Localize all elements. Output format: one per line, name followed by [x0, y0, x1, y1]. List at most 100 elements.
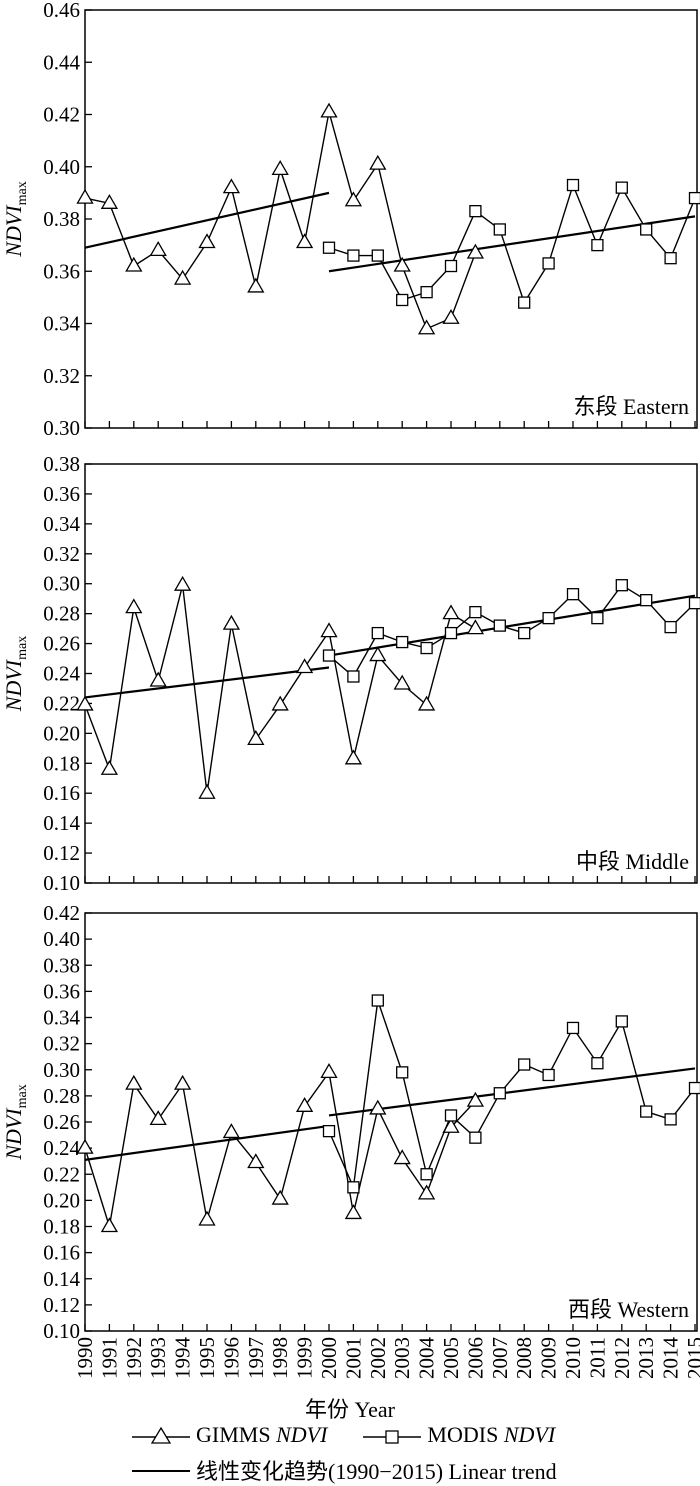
gimms-point: [297, 660, 312, 673]
modis-point: [519, 628, 530, 639]
gimms-point: [444, 310, 459, 323]
y-tick-label: 0.12: [43, 841, 80, 865]
y-tick-label: 0.32: [43, 542, 80, 566]
y-tick-label: 0.30: [43, 416, 80, 440]
modis-point: [690, 193, 700, 204]
gimms-point: [175, 577, 190, 590]
legend-trend-symbol: [132, 1459, 190, 1481]
modis-point: [324, 650, 335, 661]
gimms-point: [224, 1124, 239, 1137]
gimms-point: [322, 624, 337, 637]
legend-modis-label: MODIS NDVI: [427, 1422, 555, 1448]
y-axis-title: NDVImax: [1, 181, 30, 257]
x-tick-label: 2004: [415, 1337, 439, 1380]
y-tick-label: 0.20: [43, 721, 80, 745]
modis-point: [543, 258, 554, 269]
x-tick-label: 2005: [439, 1337, 463, 1379]
legend-row-1: GIMMS NDVI MODIS NDVI: [132, 1422, 555, 1448]
legend-gimms-label: GIMMS NDVI: [196, 1422, 327, 1448]
gimms-point: [273, 1191, 288, 1204]
y-tick-label: 0.36: [43, 259, 80, 283]
chart-panel-0: 0.300.320.340.360.380.400.420.440.46NDVI…: [1, 0, 700, 440]
gimms-point: [78, 190, 93, 203]
legend-row-2: 线性变化趋势(1990−2015) Linear trend: [132, 1454, 557, 1486]
modis-point: [446, 1110, 457, 1121]
modis-point: [641, 1106, 652, 1117]
gimms-point: [322, 1064, 337, 1077]
y-tick-label: 0.28: [43, 1084, 80, 1108]
x-tick-label: 1992: [122, 1337, 146, 1379]
y-tick-label: 0.10: [43, 871, 80, 895]
gimms-point: [419, 1186, 434, 1199]
gimms-point: [126, 1076, 141, 1089]
panel-label: 中段 Middle: [576, 849, 689, 874]
series-line-modis: [329, 1001, 695, 1188]
modis-point: [592, 1058, 603, 1069]
y-tick-label: 0.42: [43, 901, 80, 925]
y-tick-label: 0.34: [43, 1006, 80, 1030]
x-tick-label: 1991: [97, 1337, 121, 1379]
gimms-point: [444, 606, 459, 619]
modis-point: [421, 287, 432, 298]
modis-point: [397, 637, 408, 648]
y-tick-label: 0.14: [43, 1267, 80, 1291]
y-tick-label: 0.46: [43, 0, 80, 22]
modis-point: [348, 1182, 359, 1193]
modis-point: [372, 628, 383, 639]
x-tick-label: 2014: [659, 1337, 683, 1380]
gimms-point: [297, 235, 312, 248]
x-tick-label: 2007: [488, 1337, 512, 1379]
y-tick-label: 0.20: [43, 1188, 80, 1212]
modis-point: [665, 1114, 676, 1125]
legend-trend-label: 线性变化趋势(1990−2015) Linear trend: [196, 1454, 557, 1486]
gimms-point: [126, 600, 141, 613]
x-tick-label: 2013: [634, 1337, 658, 1379]
modis-point: [324, 242, 335, 253]
modis-point: [348, 671, 359, 682]
modis-point: [446, 261, 457, 272]
modis-point: [494, 1088, 505, 1099]
legend-modis-symbol: [363, 1424, 421, 1446]
y-tick-label: 0.36: [43, 482, 80, 506]
y-tick-label: 0.30: [43, 572, 80, 596]
series-line-gimms: [85, 112, 475, 329]
gimms-point: [346, 751, 361, 764]
x-tick-label: 1999: [293, 1337, 317, 1379]
modis-point: [568, 1022, 579, 1033]
gimms-point: [273, 161, 288, 174]
y-tick-label: 0.16: [43, 781, 80, 805]
y-tick-label: 0.34: [43, 312, 80, 336]
modis-point: [421, 643, 432, 654]
modis-point: [470, 607, 481, 618]
modis-point: [568, 589, 579, 600]
gimms-point: [151, 1111, 166, 1124]
modis-point: [641, 224, 652, 235]
modis-point: [616, 1016, 627, 1027]
x-tick-label: 1997: [244, 1337, 268, 1379]
gimms-point: [346, 193, 361, 206]
chart-panel-1: 0.100.120.140.160.180.200.220.240.260.28…: [1, 452, 700, 895]
y-tick-label: 0.18: [43, 1215, 80, 1239]
y-tick-label: 0.24: [43, 1136, 80, 1160]
gimms-point: [297, 1098, 312, 1111]
gimms-point: [224, 616, 239, 629]
gimms-point: [322, 104, 337, 117]
x-tick-label: 1990: [73, 1337, 97, 1379]
y-tick-label: 0.16: [43, 1241, 80, 1265]
modis-point: [494, 224, 505, 235]
modis-point: [543, 613, 554, 624]
x-tick-label: 2003: [390, 1337, 414, 1379]
x-tick-label: 2009: [537, 1337, 561, 1379]
gimms-point: [175, 1076, 190, 1089]
gimms-point: [126, 258, 141, 271]
modis-point: [519, 297, 530, 308]
y-tick-label: 0.30: [43, 1058, 80, 1082]
gimms-point: [200, 1212, 215, 1225]
y-tick-label: 0.24: [43, 662, 80, 686]
y-tick-label: 0.44: [43, 50, 80, 74]
modis-point: [690, 598, 700, 609]
x-tick-label: 2015: [683, 1337, 700, 1379]
plot-frame: [85, 913, 697, 1331]
modis-point: [446, 628, 457, 639]
